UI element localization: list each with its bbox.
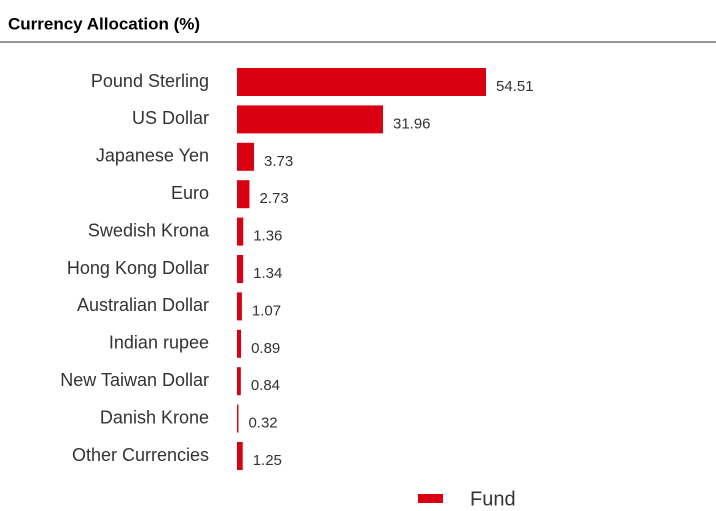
- legend-swatch: [418, 494, 443, 503]
- bar: [237, 404, 239, 433]
- category-label: Danish Krone: [100, 407, 209, 427]
- category-label: Other Currencies: [72, 445, 209, 465]
- bar: [237, 217, 244, 246]
- category-label: Indian rupee: [109, 333, 209, 353]
- bar: [237, 180, 250, 209]
- chart-title: Currency Allocation (%): [8, 14, 200, 33]
- category-label: Swedish Krona: [88, 220, 210, 240]
- value-label: 54.51: [496, 78, 534, 95]
- bar: [237, 329, 242, 358]
- value-label: 1.07: [252, 302, 281, 319]
- bar: [237, 442, 243, 470]
- value-label: 31.96: [393, 115, 431, 132]
- category-label: Pound Sterling: [91, 71, 209, 91]
- value-label: 1.25: [253, 452, 282, 469]
- value-label: 0.84: [251, 377, 280, 394]
- bar: [237, 292, 242, 321]
- value-label: 3.73: [264, 153, 293, 170]
- value-label: 1.36: [253, 228, 282, 245]
- category-label: New Taiwan Dollar: [60, 370, 209, 390]
- category-label: Euro: [171, 183, 209, 203]
- value-label: 0.32: [248, 415, 277, 432]
- legend-label: Fund: [470, 488, 516, 510]
- bar: [237, 142, 255, 171]
- bar: [237, 255, 244, 283]
- bar: [237, 68, 486, 96]
- value-label: 0.89: [251, 340, 280, 357]
- value-label: 2.73: [259, 190, 288, 207]
- category-label: US Dollar: [132, 108, 209, 128]
- category-label: Hong Kong Dollar: [67, 258, 209, 278]
- category-label: Australian Dollar: [77, 295, 209, 315]
- value-label: 1.34: [253, 265, 282, 282]
- category-label: Japanese Yen: [96, 146, 209, 166]
- bar: [237, 105, 383, 134]
- bar: [237, 367, 241, 396]
